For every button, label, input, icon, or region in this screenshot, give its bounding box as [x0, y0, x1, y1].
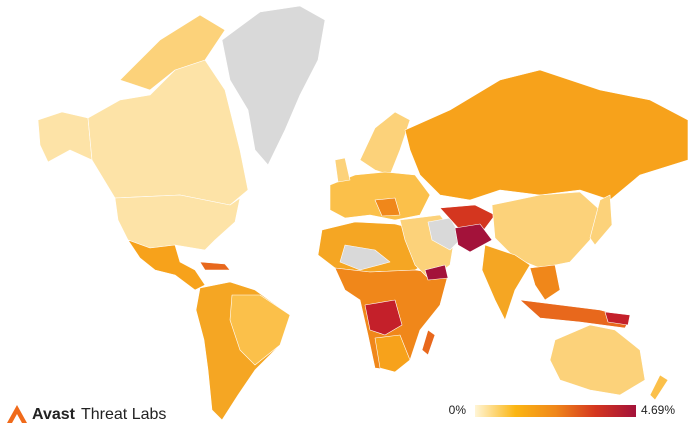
se-asia	[529, 264, 561, 301]
iran	[427, 217, 463, 251]
india	[481, 244, 531, 321]
balkans	[374, 197, 401, 217]
canada	[87, 59, 249, 206]
southern-africa	[374, 334, 411, 373]
alaska	[37, 111, 93, 163]
brand-name: Avast	[32, 406, 76, 423]
legend: 0% 4.69%	[449, 403, 676, 417]
png	[604, 311, 631, 326]
canada-islands	[119, 14, 226, 91]
japan	[589, 194, 613, 246]
product-name: Threat Labs	[81, 406, 166, 423]
uk	[334, 157, 351, 183]
drc	[364, 299, 403, 336]
afghanistan	[454, 223, 493, 253]
russia	[404, 69, 689, 201]
logo-icon	[7, 405, 27, 423]
logo: Avast Threat Labs	[7, 405, 166, 423]
sahel	[339, 244, 391, 271]
china	[491, 191, 601, 269]
madagascar	[421, 329, 436, 356]
mexico	[127, 239, 206, 291]
yemen	[424, 264, 449, 281]
europe	[329, 171, 431, 221]
legend-scale	[475, 405, 636, 417]
new-zealand	[649, 374, 669, 401]
brazil	[229, 294, 291, 366]
usa	[114, 194, 241, 251]
caribbean	[199, 261, 231, 271]
australia	[549, 324, 646, 396]
greenland	[221, 5, 326, 166]
scandinavia	[359, 111, 411, 176]
legend-max-label: 4.69%	[641, 403, 675, 417]
legend-min-label: 0%	[449, 403, 467, 417]
countries	[37, 5, 689, 421]
